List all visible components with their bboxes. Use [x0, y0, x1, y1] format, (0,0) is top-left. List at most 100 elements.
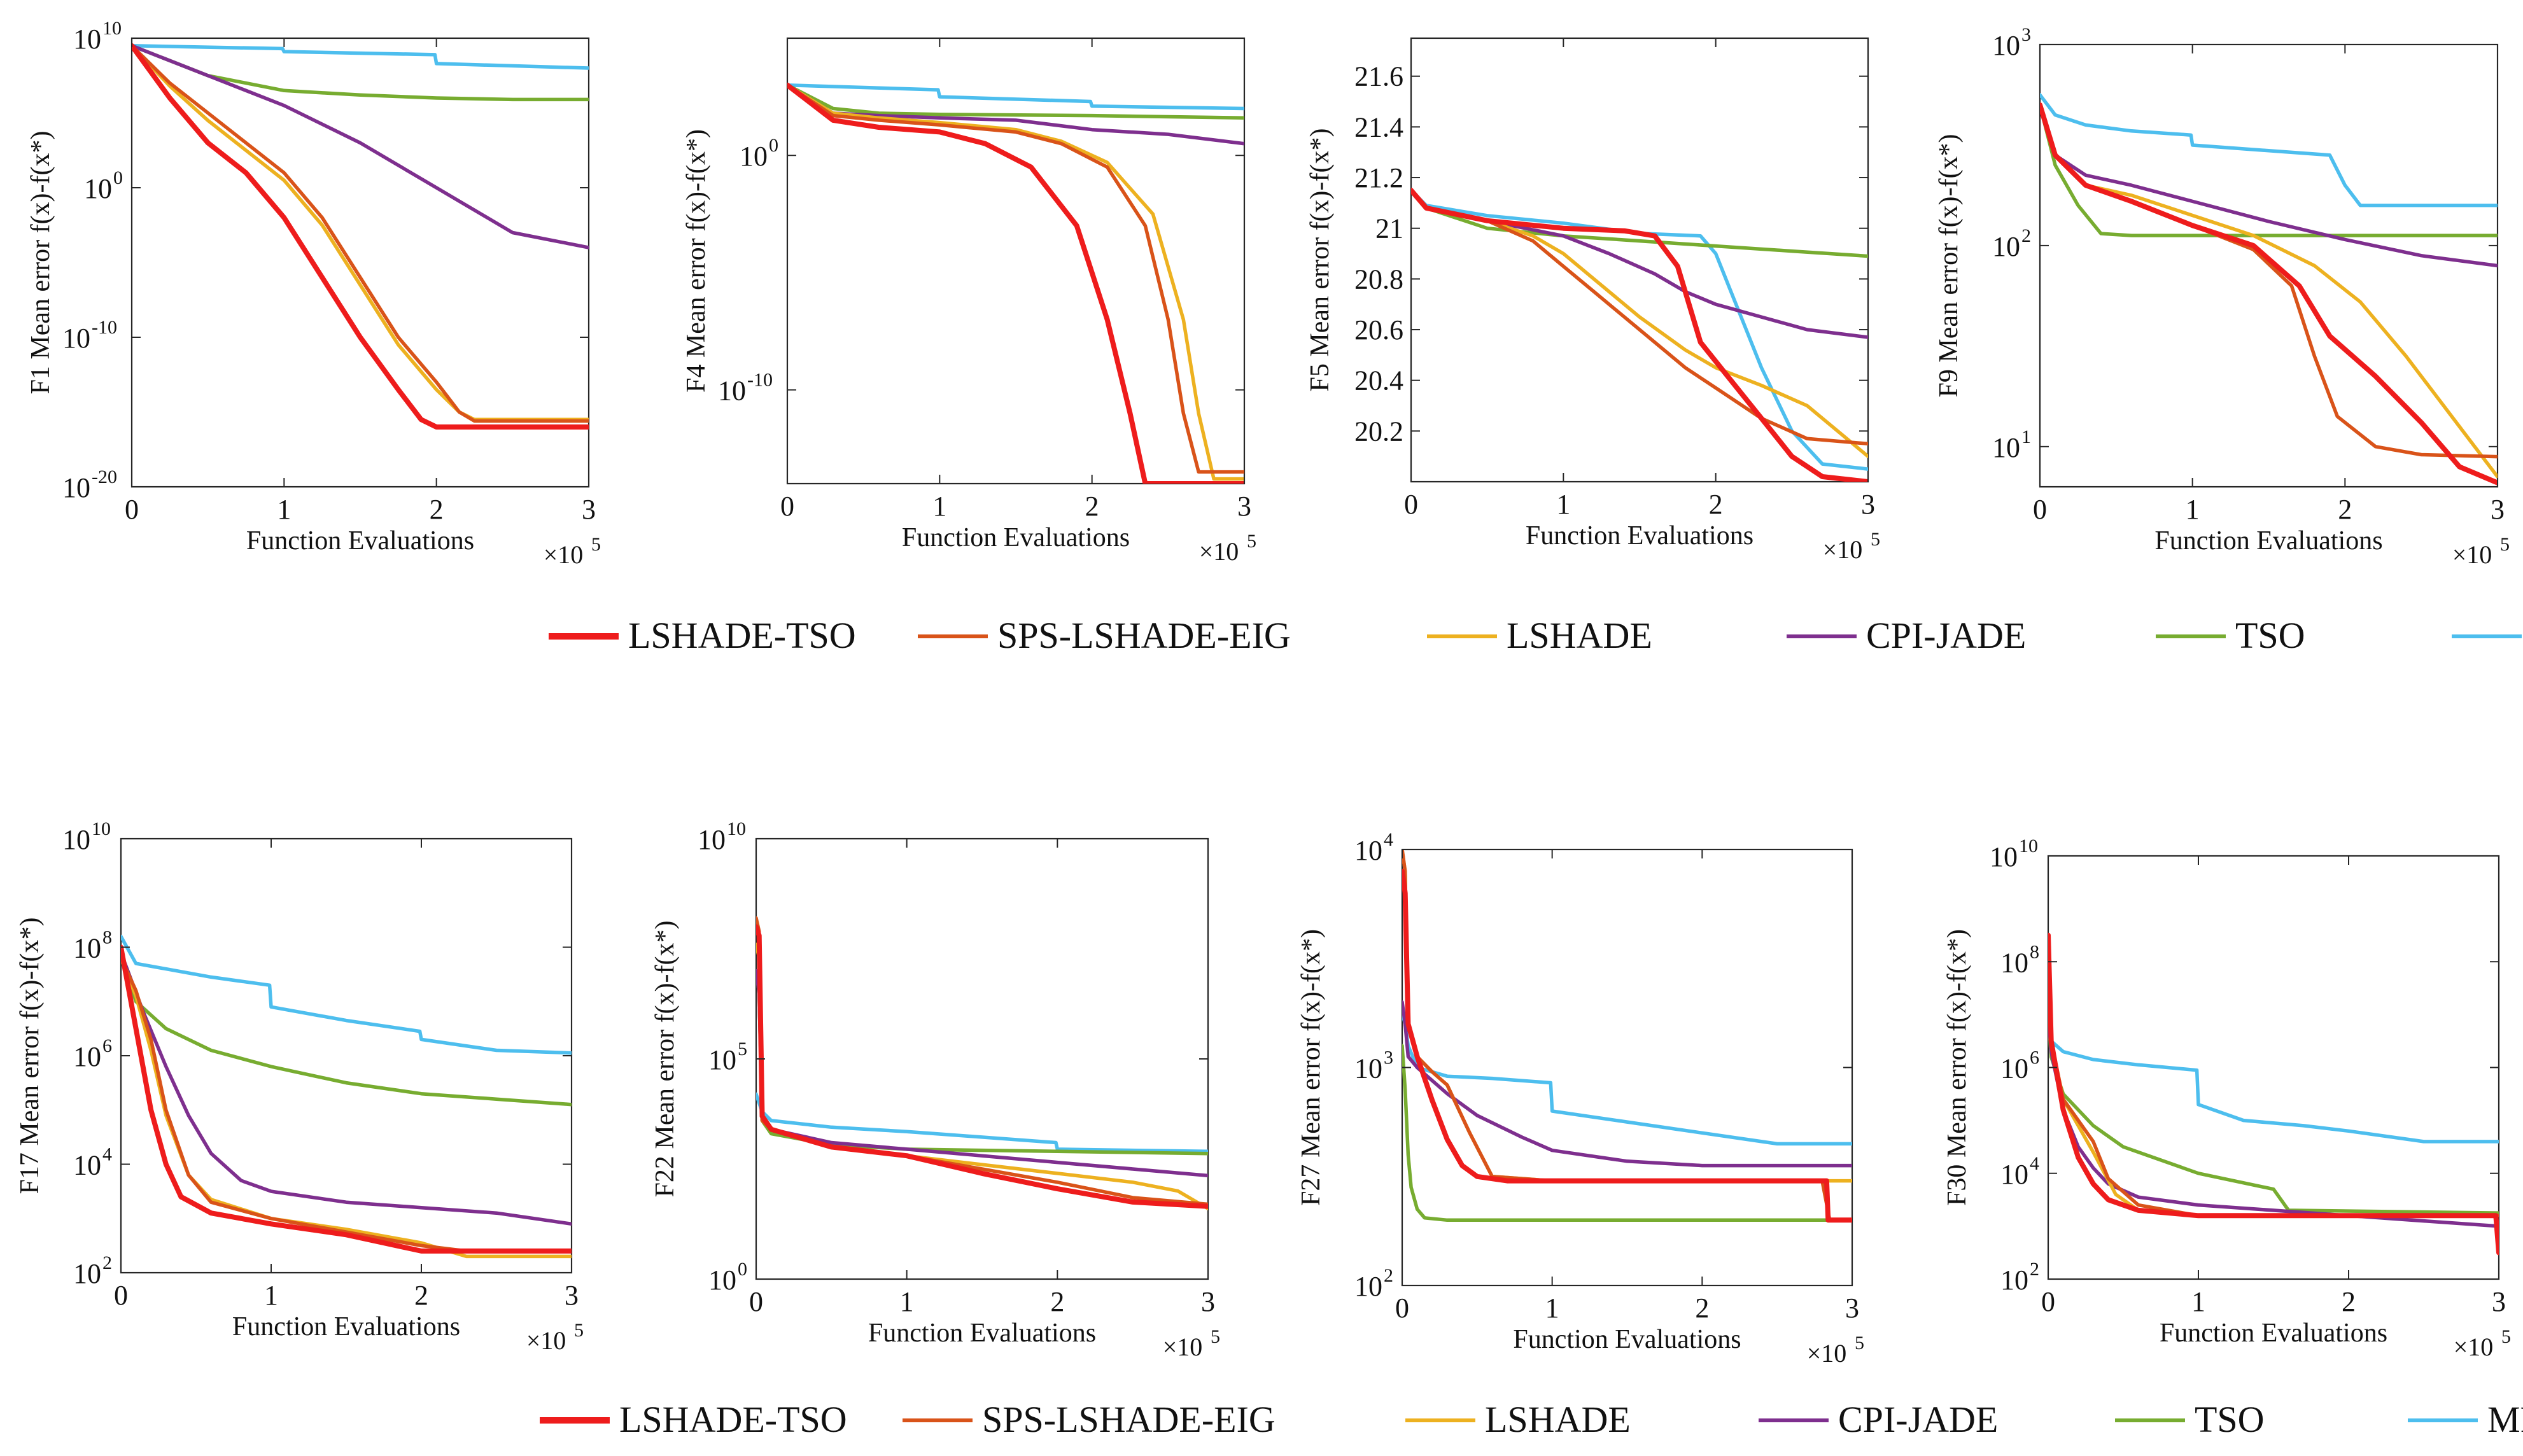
x-tick-label: 0: [1404, 489, 1418, 520]
x-multiplier-exponent: 5: [1871, 529, 1880, 550]
x-tick-label: 1: [900, 1286, 914, 1317]
axes-box: [130, 37, 590, 488]
y-tick-exponent: 2: [2021, 225, 2031, 246]
y-tick-label: 10: [2000, 947, 2028, 978]
y-tick-label: 10: [2000, 1159, 2028, 1190]
x-multiplier-exponent: 5: [1247, 531, 1256, 552]
legend-item-cpi-jade: CPI-JADE: [1759, 1399, 1998, 1440]
legend-label: LSHADE-TSO: [619, 1399, 847, 1440]
x-tick-label: 2: [1085, 491, 1099, 522]
y-tick-exponent: 0: [113, 167, 123, 188]
series-line-lshade-tso: [756, 924, 1208, 1209]
series-line-mpa: [2040, 93, 2498, 207]
series-line-sps-lshade-eig: [756, 916, 1208, 1207]
x-tick-label: 3: [1861, 489, 1875, 520]
y-tick-label: 10: [1354, 835, 1382, 866]
series-line-lshade-tso: [1411, 188, 1868, 482]
y-tick-label: 10: [1992, 432, 2020, 463]
y-tick-exponent: 2: [2030, 1259, 2039, 1280]
y-tick-exponent: 10: [92, 818, 111, 839]
legend-label: CPI-JADE: [1866, 615, 2026, 656]
x-tick-label: 2: [2342, 1286, 2356, 1317]
y-tick-exponent: 4: [2030, 1153, 2039, 1174]
x-multiplier: ×10: [2452, 540, 2492, 569]
x-tick-label: 3: [2491, 494, 2505, 525]
y-tick-label: 10: [1992, 231, 2020, 262]
x-multiplier-exponent: 5: [1211, 1326, 1220, 1347]
x-tick-label: 3: [1845, 1292, 1859, 1324]
legend-label: LSHADE-TSO: [628, 615, 856, 656]
series-group: [2048, 932, 2499, 1256]
legend-label: TSO: [2235, 615, 2305, 656]
legend-label: MPA: [2487, 1399, 2523, 1440]
series-line-mpa: [121, 934, 572, 1055]
y-tick-exponent: 2: [1384, 1265, 1393, 1286]
y-tick-label: 10: [62, 472, 90, 503]
axes-box: [755, 837, 1209, 1280]
legend-label: TSO: [2195, 1399, 2265, 1440]
x-tick-label: 2: [2338, 494, 2352, 525]
series-line-mpa: [1402, 1011, 1852, 1146]
y-tick-exponent: 4: [102, 1144, 112, 1165]
y-tick-exponent: 3: [1384, 1047, 1393, 1068]
y-tick-label: 21.4: [1354, 111, 1403, 143]
x-tick-label: 3: [1201, 1286, 1215, 1317]
x-tick-label: 0: [1395, 1292, 1409, 1324]
y-axis-label: F9 Mean error f(x)-f(x*): [1934, 134, 1964, 398]
x-tick-label: 1: [1556, 489, 1570, 520]
series-line-sps-lshade-eig: [121, 956, 572, 1253]
series-line-sps-lshade-eig: [2048, 960, 2499, 1218]
legend-label: LSHADE: [1485, 1399, 1631, 1440]
y-axis-label: F27 Mean error f(x)-f(x*): [1297, 929, 1326, 1206]
x-tick-label: 3: [1237, 491, 1251, 522]
y-tick-label: 10: [1990, 841, 2018, 872]
x-tick-label: 1: [277, 494, 291, 525]
x-tick-label: 0: [125, 494, 139, 525]
axes-box: [786, 37, 1246, 485]
x-tick-label: 2: [1695, 1292, 1709, 1324]
x-axis-label: Function Evaluations: [868, 1319, 1096, 1348]
y-axis-label: F5 Mean error f(x)-f(x*): [1305, 129, 1335, 392]
legend-label: LSHADE: [1507, 615, 1652, 656]
series-group: [132, 43, 589, 430]
series-line-lshade-tso: [787, 82, 1244, 484]
x-multiplier-exponent: 5: [574, 1320, 584, 1341]
y-tick-label: 21: [1375, 213, 1403, 244]
series-line-tso: [1411, 188, 1868, 258]
x-multiplier: ×10: [526, 1326, 566, 1355]
series-line-mpa: [132, 44, 589, 70]
x-axis-label: Function Evaluations: [1526, 521, 1753, 550]
x-multiplier-exponent: 5: [2501, 1326, 2511, 1347]
x-axis-label: Function Evaluations: [232, 1312, 460, 1341]
x-axis-label: Function Evaluations: [1513, 1325, 1741, 1354]
series-group: [756, 916, 1208, 1211]
legend-item-lshade-tso: LSHADE-TSO: [540, 1399, 847, 1440]
y-tick-label: 10: [740, 141, 768, 172]
y-tick-label: 10: [1354, 1271, 1382, 1302]
y-tick-label: 20.4: [1354, 365, 1403, 396]
y-tick-label: 10: [718, 375, 746, 407]
y-tick-exponent: -20: [92, 466, 117, 487]
legend-item-mpa: MPA: [2408, 1399, 2523, 1440]
y-tick-exponent: 6: [2030, 1047, 2039, 1068]
legend-label: CPI-JADE: [1838, 1399, 1998, 1440]
series-line-lshade: [1411, 188, 1868, 458]
x-tick-label: 2: [430, 494, 444, 525]
series-line-tso: [121, 956, 572, 1107]
y-tick-label: 21.2: [1354, 162, 1403, 193]
y-tick-label: 10: [1992, 30, 2020, 61]
y-tick-label: 10: [708, 1044, 736, 1075]
legend-item-sps-lshade-eig: SPS-LSHADE-EIG: [903, 1399, 1276, 1440]
x-tick-label: 3: [2492, 1286, 2506, 1317]
series-line-mpa: [2048, 1012, 2499, 1144]
x-multiplier-exponent: 5: [591, 534, 601, 555]
x-multiplier-exponent: 5: [2500, 534, 2510, 555]
y-tick-exponent: 3: [2021, 24, 2031, 45]
y-tick-exponent: 4: [1384, 829, 1393, 850]
y-tick-label: 20.8: [1354, 263, 1403, 295]
series-group: [1402, 850, 1852, 1223]
